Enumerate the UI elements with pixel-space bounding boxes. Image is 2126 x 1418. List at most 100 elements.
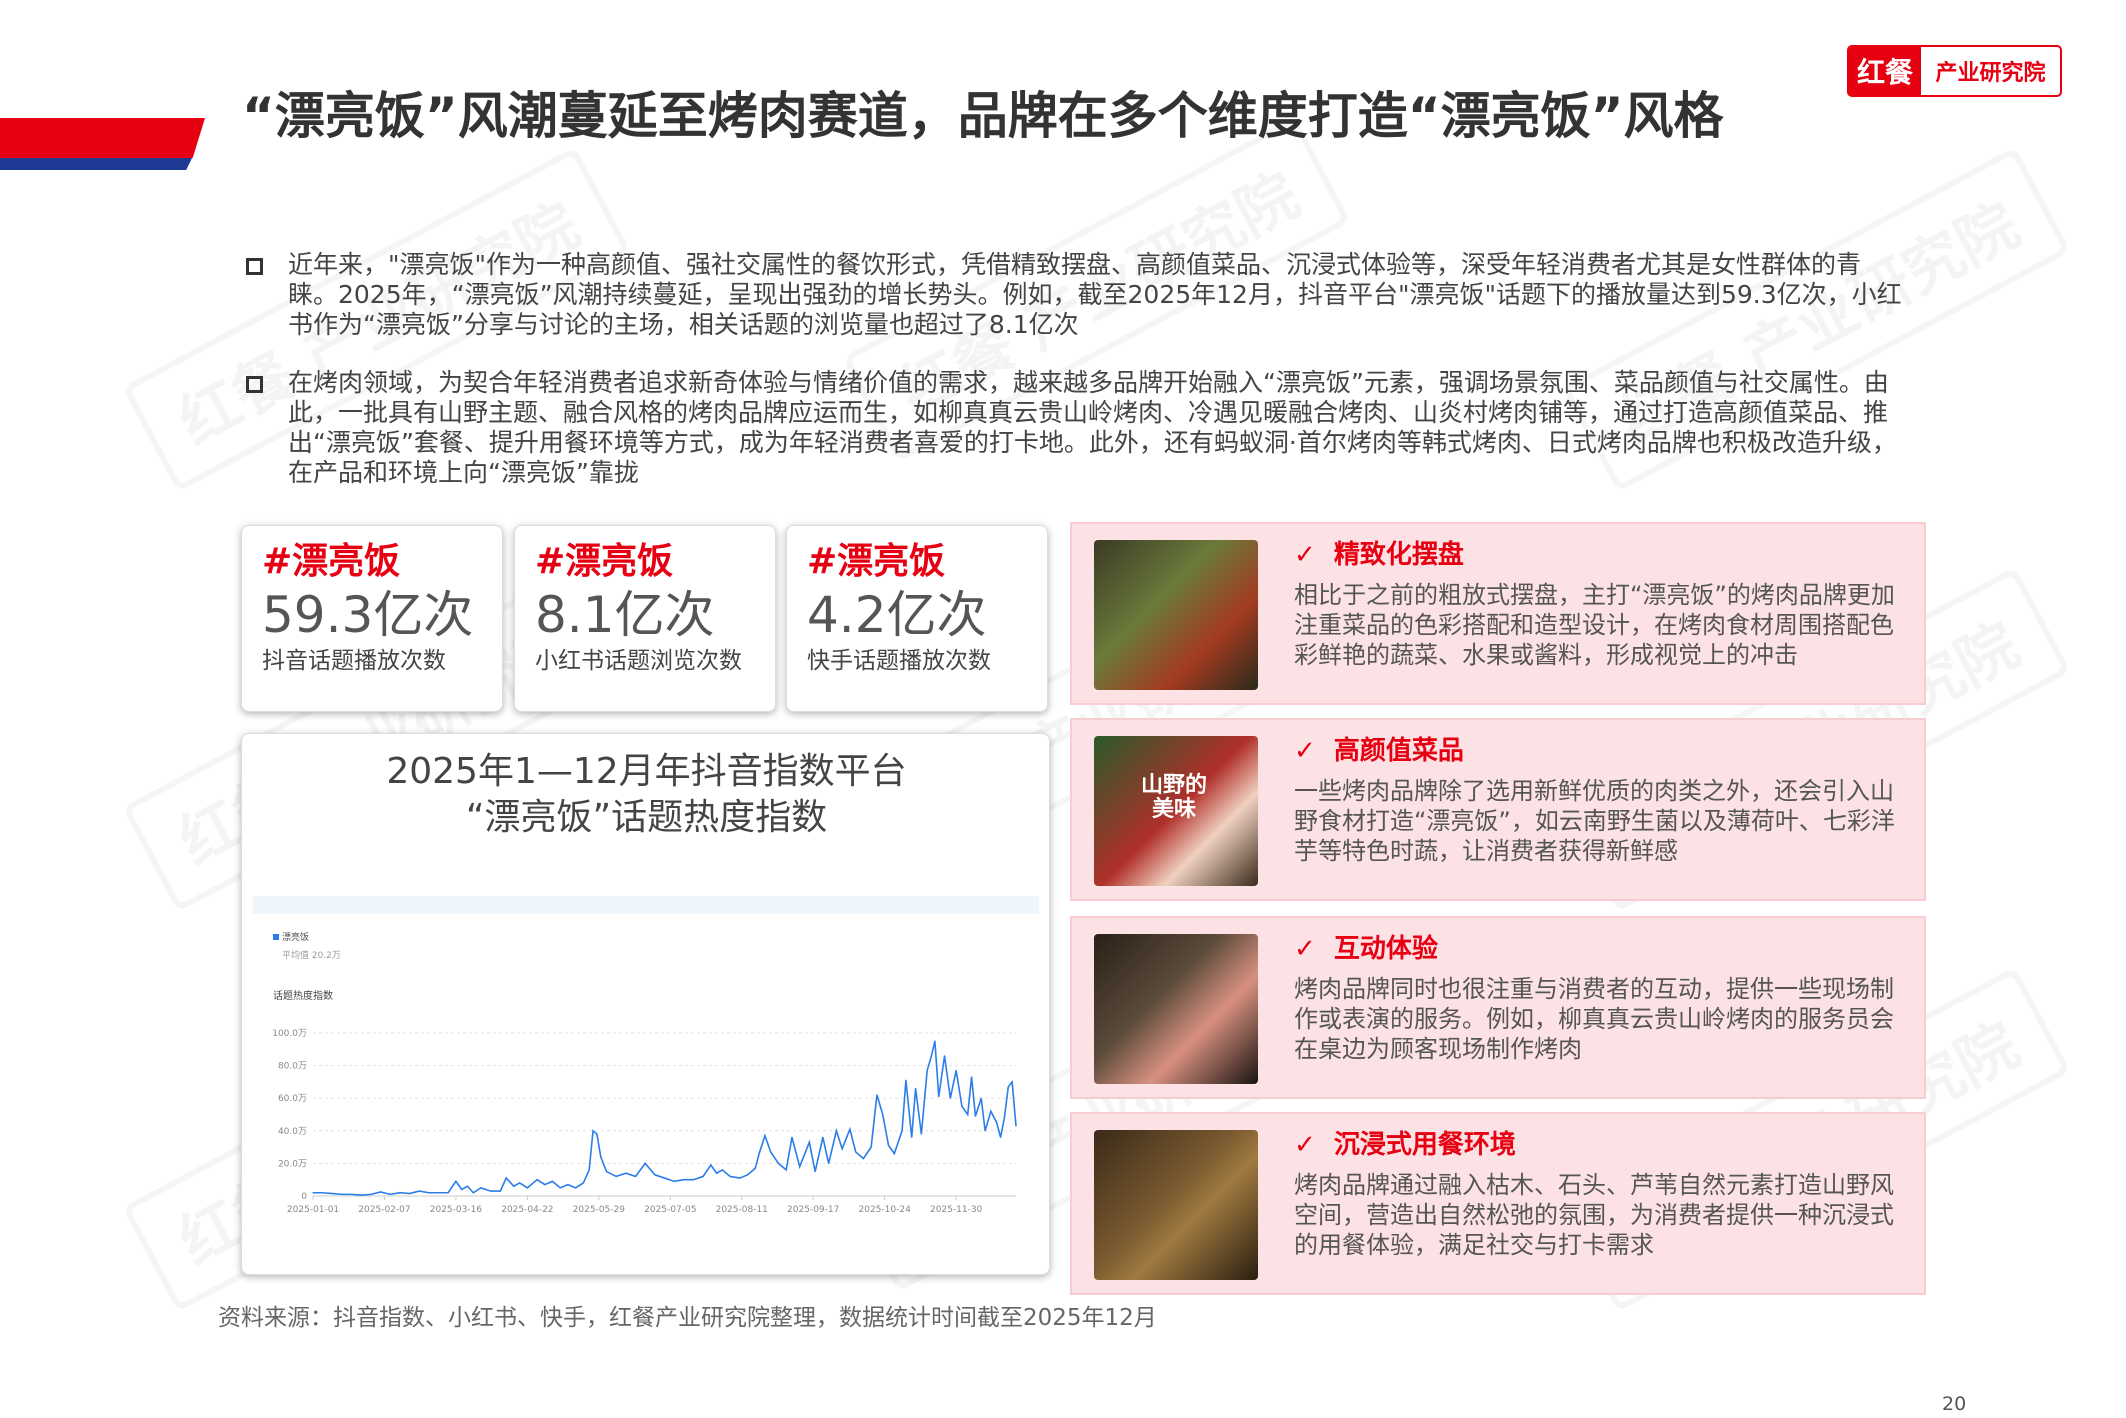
data-point: [990, 1110, 992, 1112]
checkmark-icon: ✓: [1294, 540, 1316, 570]
data-point: [692, 1179, 695, 1181]
data-point: [920, 1133, 922, 1135]
data-point: [754, 1167, 756, 1169]
stat-value: 59.3亿次: [262, 586, 474, 644]
data-point: [428, 1192, 430, 1194]
feature-photo: [1094, 934, 1258, 1084]
checkmark-icon: ✓: [1294, 1130, 1316, 1160]
logo-left: 红餐: [1849, 47, 1921, 95]
source-note: 资料来源：抖音指数、小红书、快手，红餐产业研究院整理，数据统计时间截至2025年…: [218, 1305, 1157, 1331]
data-point: [389, 1193, 391, 1195]
data-point: [791, 1136, 793, 1138]
stat-value: 4.2亿次: [807, 586, 987, 644]
data-point: [901, 1130, 903, 1132]
y-tick-label: 40.0万: [278, 1127, 307, 1137]
data-point: [926, 1069, 928, 1072]
feature-heading: ✓ 高颜值菜品: [1294, 730, 1464, 767]
feature-body: 烤肉品牌同时也很注重与消费者的互动，提供一些现场制作或表演的服务。例如，柳真真云…: [1294, 975, 1894, 1063]
data-point: [596, 1133, 598, 1135]
data-point: [480, 1187, 482, 1189]
header-blue-band: [0, 158, 192, 170]
data-point: [938, 1095, 940, 1098]
data-point: [777, 1162, 780, 1164]
x-tick-label: 2025-04-22: [501, 1205, 553, 1215]
data-point: [716, 1172, 718, 1174]
feature-photo: [1094, 540, 1258, 690]
data-point: [974, 1115, 977, 1117]
y-tick-label: 60.0万: [278, 1094, 307, 1104]
data-point: [1007, 1086, 1009, 1088]
feature-photo: [1094, 1130, 1258, 1280]
data-point: [949, 1097, 951, 1099]
stat-value: 8.1亿次: [535, 586, 715, 644]
feature-body: 一些烤肉品牌除了选用新鲜优质的肉类之外，还会引入山野食材打造“漂亮饭”，如云南野…: [1294, 777, 1895, 865]
data-point: [799, 1166, 801, 1168]
data-point: [822, 1136, 824, 1138]
data-point: [625, 1172, 627, 1174]
y-tick-label: 20.0万: [278, 1159, 307, 1169]
y-axis-label: 话题热度指数: [273, 989, 333, 1002]
data-point: [437, 1192, 440, 1194]
data-point: [721, 1169, 724, 1171]
data-point: [1011, 1081, 1013, 1083]
chart-header-band: [253, 896, 1039, 914]
data-point: [455, 1180, 457, 1182]
x-tick-label: 2025-11-30: [930, 1205, 983, 1215]
data-point: [980, 1097, 982, 1099]
data-point: [911, 1136, 913, 1138]
x-tick-label: 2025-10-24: [859, 1205, 912, 1215]
data-point: [905, 1079, 907, 1081]
data-point: [914, 1087, 917, 1090]
square-bullet-icon: [246, 258, 263, 275]
data-point: [930, 1056, 932, 1059]
photo-caption: 山野的美味: [1140, 773, 1207, 822]
data-point: [615, 1175, 617, 1178]
x-tick-label: 2025-03-16: [430, 1205, 483, 1215]
bullet-paragraph: 在烤肉领域，为契合年轻消费者追求新奇体验与情绪价值的需求，越来越多品牌开始融入“…: [242, 368, 1902, 488]
data-point: [513, 1185, 515, 1187]
page-number: 20: [1942, 1393, 1967, 1415]
feature-heading: ✓ 互动体验: [1294, 928, 1438, 965]
data-point: [999, 1136, 1002, 1138]
stat-label: 抖音话题播放次数: [262, 648, 446, 674]
data-point: [418, 1190, 420, 1192]
y-tick-label: 100.0万: [272, 1029, 307, 1039]
data-point: [882, 1113, 884, 1116]
data-point: [758, 1153, 760, 1155]
data-point: [746, 1174, 749, 1176]
stat-label: 快手话题播放次数: [807, 648, 991, 674]
data-point: [673, 1180, 675, 1182]
data-point: [519, 1182, 521, 1184]
data-point: [461, 1188, 463, 1191]
data-point: [710, 1164, 712, 1166]
data-point: [1003, 1117, 1006, 1119]
feature-panel: ✓ 互动体验 烤肉品牌同时也很注重与消费者的互动，提供一些现场制作或表演的服务。…: [1070, 916, 1926, 1099]
data-point: [466, 1185, 469, 1187]
x-tick-label: 2025-08-11: [716, 1205, 768, 1215]
header-red-band: [0, 118, 205, 158]
feature-body: 烤肉品牌通过融入枯木、石头、芦苇自然元素打造山野风空间，营造出自然松弛的氛围，为…: [1294, 1171, 1894, 1259]
data-point: [536, 1179, 538, 1181]
data-point: [551, 1180, 554, 1182]
data-point: [970, 1076, 973, 1078]
data-point: [849, 1128, 851, 1130]
data-point: [567, 1183, 569, 1186]
data-point: [575, 1187, 577, 1189]
data-point: [644, 1162, 646, 1164]
stat-card-xiaohongshu: #漂亮饭 8.1亿次 小红书话题浏览次数: [514, 525, 776, 712]
data-point: [841, 1148, 843, 1150]
x-tick-label: 2025-02-07: [358, 1205, 410, 1215]
data-point: [341, 1193, 343, 1195]
stat-card-douyin: #漂亮饭 59.3亿次 抖音话题播放次数: [241, 525, 503, 712]
stat-tag: #漂亮饭: [535, 541, 674, 582]
data-point: [955, 1069, 957, 1072]
chart-title: 2025年1—12月年抖音指数平台 “漂亮饭”话题热度指数: [242, 749, 1051, 841]
data-point: [814, 1170, 816, 1173]
stat-tag: #漂亮饭: [807, 541, 946, 582]
data-point: [835, 1130, 837, 1132]
square-bullet-icon: [246, 376, 263, 393]
feature-heading: ✓ 沉浸式用餐环境: [1294, 1124, 1516, 1161]
data-point: [600, 1156, 602, 1158]
feature-heading: ✓ 精致化摆盘: [1294, 534, 1464, 571]
